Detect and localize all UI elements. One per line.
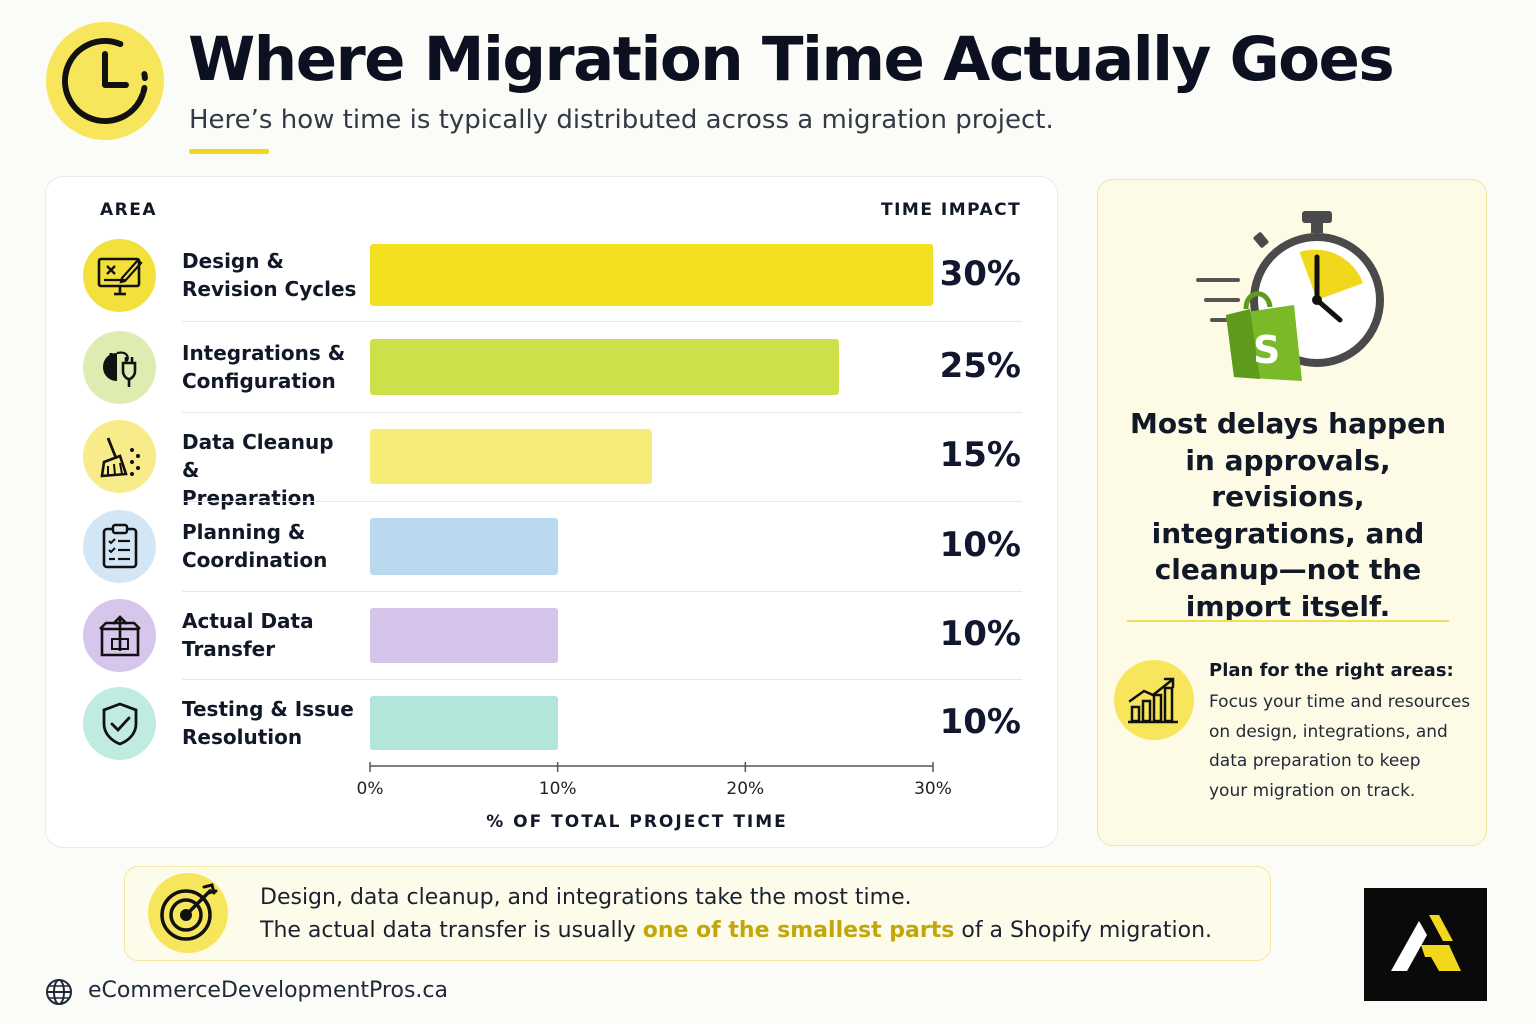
bar (370, 696, 558, 750)
bar-value-label: 10% (939, 702, 1021, 742)
row-divider (182, 501, 1022, 502)
insight-divider (1127, 620, 1449, 622)
tip-line: on design, integrations, and (1209, 721, 1448, 742)
bar-category-label: Planning & Coordination (182, 518, 357, 574)
bar-category-label: Data Cleanup & Preparation (182, 428, 357, 512)
bar (370, 607, 558, 663)
row-divider (182, 590, 1022, 592)
bar-category-label: Testing & Issue Resolution (182, 695, 357, 751)
bar-category-label-line: Planning & (182, 520, 306, 544)
page-subtitle: Here’s how time is typically distributed… (189, 105, 1054, 135)
subtitle-underline (189, 149, 269, 154)
bar-value-label: 10% (939, 525, 1021, 565)
insight-line: cleanup—not the (1154, 553, 1422, 586)
callout-line-2: The actual data transfer is usually one … (260, 918, 1212, 943)
callout-text: of a Shopify migration. (954, 918, 1213, 943)
footer-url[interactable]: eCommerceDevelopmentPros.ca (88, 978, 448, 1003)
clock-icon (46, 22, 164, 140)
tip-line: data preparation to keep (1209, 751, 1421, 771)
x-tick-label: 10% (538, 779, 577, 799)
callout-highlight: one of the smallest parts (642, 918, 955, 943)
bar-category-label-line: Integrations & (182, 341, 346, 365)
bar-category-label-line: Design & (182, 249, 284, 273)
bar-category-label-line: Data Cleanup & (182, 430, 334, 482)
bar (370, 428, 652, 484)
brand-logo-icon (1364, 888, 1487, 1001)
insight-line: import itself. (1185, 589, 1391, 623)
callout-text: The actual data transfer is usually (260, 918, 643, 943)
insight-line: in approvals, revisions, (1185, 443, 1391, 514)
x-tick-label: 20% (726, 779, 765, 799)
bar-category-label: Integrations & Configuration (182, 339, 357, 395)
plug-integration-icon (83, 331, 156, 404)
bar-category-label-line: Configuration (182, 369, 336, 393)
bar-category-label: Actual Data Transfer (182, 607, 357, 663)
bar-category-label: Design & Revision Cycles (182, 247, 357, 303)
bar (370, 517, 558, 575)
tip-line: Focus your time and resources (1209, 692, 1471, 712)
bar-category-label-line: Testing & Issue (182, 697, 354, 721)
bar-category-label-line: Coordination (182, 548, 328, 572)
svg-text:S: S (1253, 328, 1280, 372)
bar (370, 339, 840, 395)
row-divider (182, 321, 1022, 322)
broom-cleanup-icon (83, 420, 156, 493)
globe-icon (45, 978, 73, 1006)
row-divider (182, 679, 1022, 680)
tip-line: your migration on track. (1209, 780, 1416, 801)
box-upload-icon (83, 599, 156, 672)
design-monitor-icon (83, 239, 156, 312)
column-header-time-impact: TIME IMPACT (881, 200, 1022, 220)
bar-value-label: 15% (939, 435, 1021, 475)
shield-check-icon (83, 687, 156, 760)
column-header-area: AREA (100, 200, 158, 220)
row-divider (182, 411, 1022, 413)
tip-heading: Plan for the right areas: (1209, 660, 1454, 681)
x-tick-label: 30% (914, 779, 952, 799)
bar-category-label-line: Preparation (182, 486, 316, 510)
bar-value-label: 10% (939, 614, 1021, 654)
bar-category-label-line: Resolution (182, 725, 303, 749)
insight-line: Most delays happen (1129, 407, 1447, 440)
x-tick-label: 0% (356, 779, 384, 799)
bar (370, 244, 933, 306)
bar-value-label: 30% (939, 254, 1021, 294)
target-icon (148, 873, 228, 953)
stopwatch-shopify-icon: S (1190, 205, 1400, 385)
bar-category-label-line: Revision Cycles (182, 277, 357, 301)
x-axis-title: % OF TOTAL PROJECT TIME (486, 812, 788, 832)
callout-line-1: Design, data cleanup, and integrations t… (260, 885, 912, 910)
clipboard-checklist-icon (83, 510, 156, 583)
bar-category-label-line: Actual Data (182, 609, 314, 633)
tip-body: Focus your time and resources on design,… (1209, 688, 1479, 806)
growth-chart-icon (1114, 660, 1194, 740)
insight-line: integrations, and (1151, 516, 1425, 550)
insight-message: Most delays happen in approvals, revisio… (1122, 406, 1454, 625)
page-title: Where Migration Time Actually Goes (188, 24, 1395, 95)
bar-category-label-line: Transfer (182, 637, 276, 661)
callout-box (124, 866, 1271, 961)
bar-value-label: 25% (939, 346, 1021, 386)
